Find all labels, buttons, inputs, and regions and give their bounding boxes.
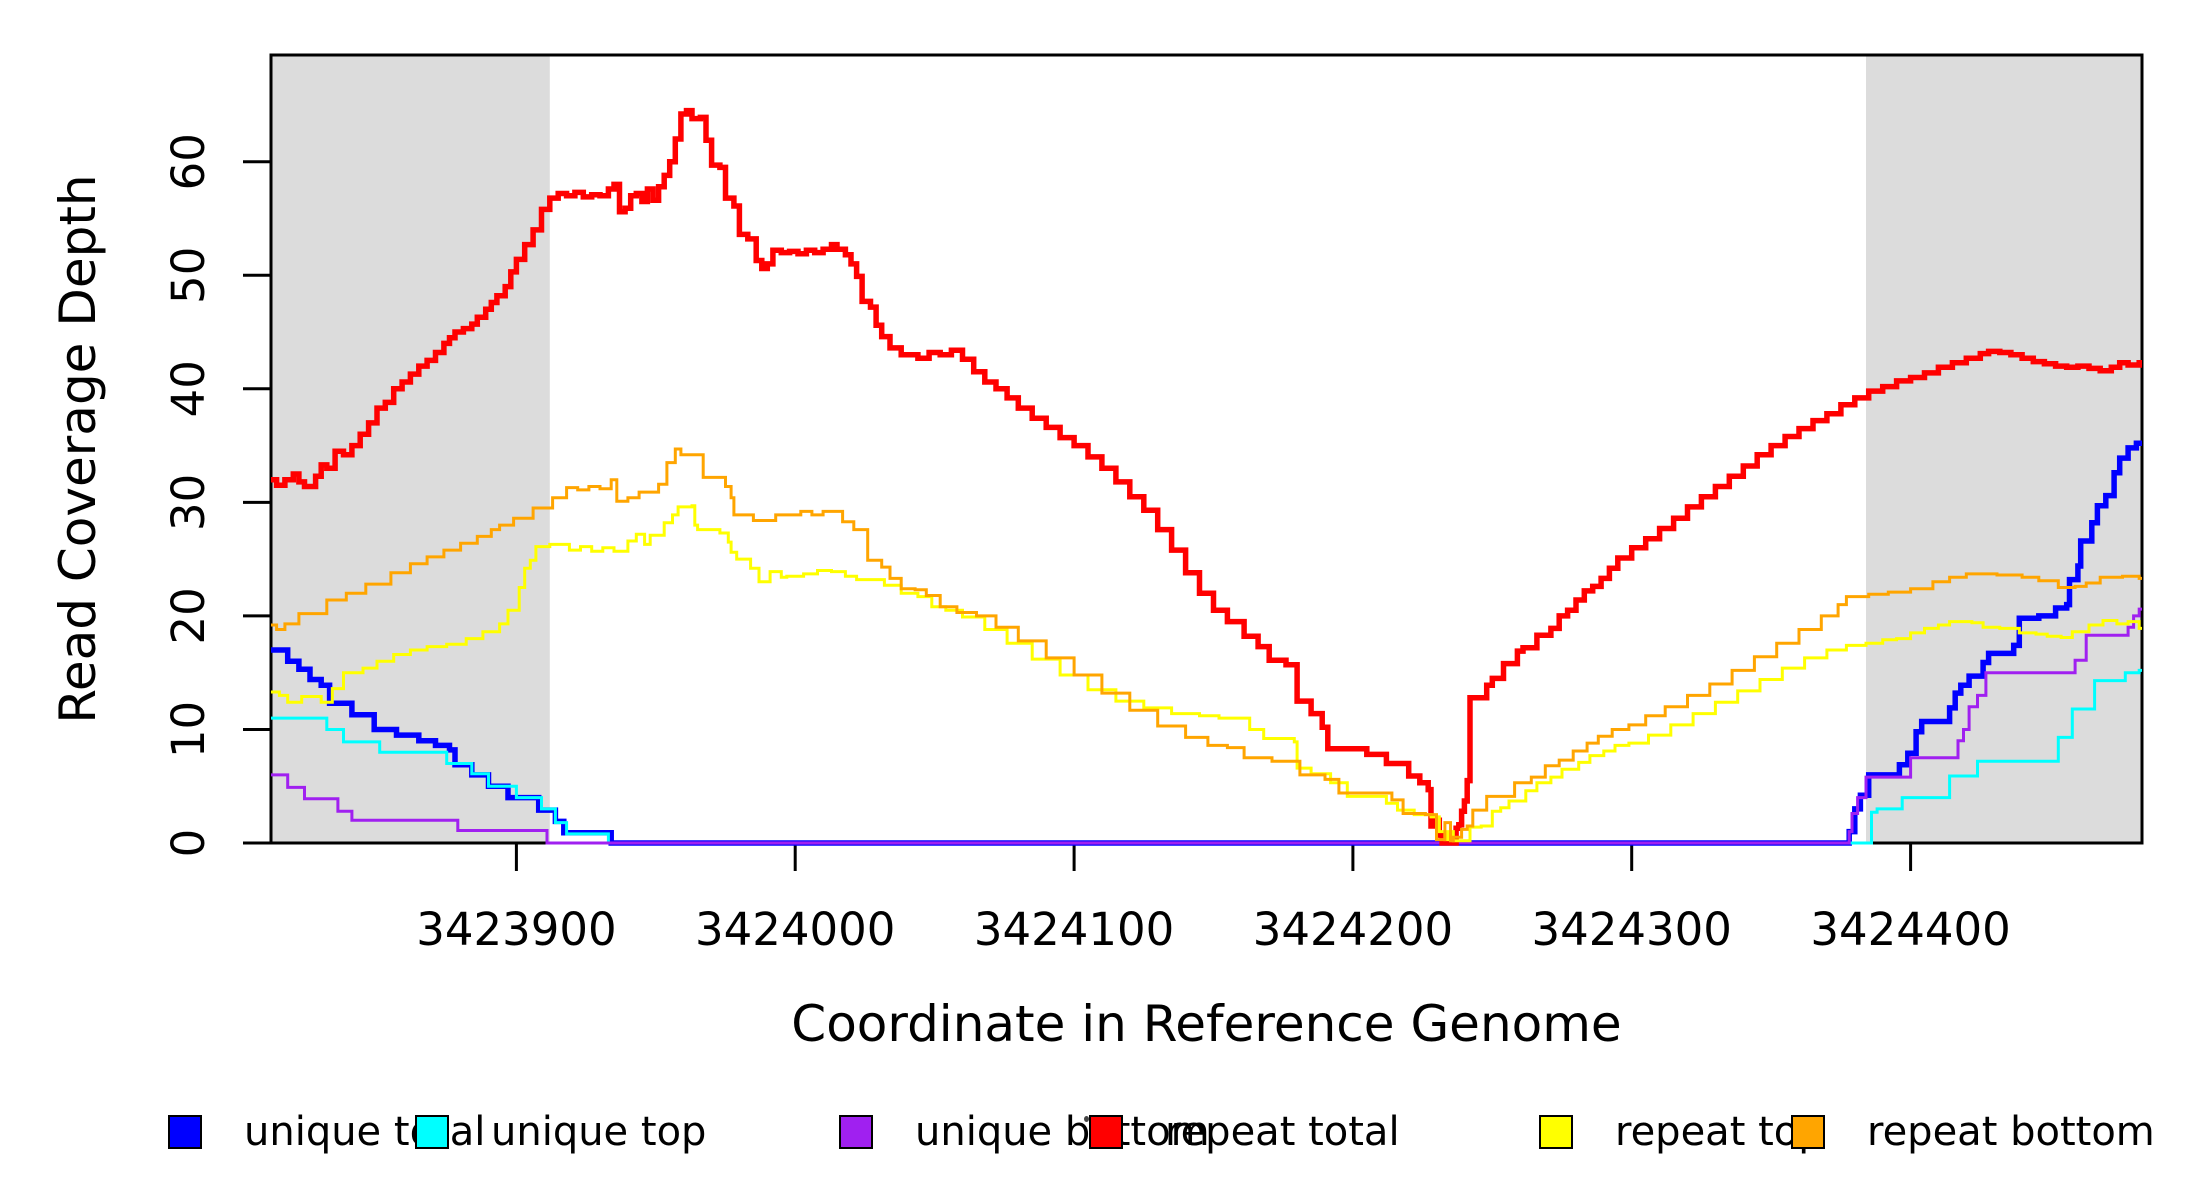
shaded-region (271, 55, 550, 843)
legend-item-unique-top: unique top (415, 1108, 706, 1156)
stray-speck (1084, 1116, 1089, 1122)
legend-swatch-icon (168, 1115, 202, 1149)
y-tick-label: 20 (162, 587, 215, 644)
x-tick-label: 3424100 (974, 903, 1174, 956)
x-tick-label: 3424000 (695, 903, 895, 956)
y-tick-label: 40 (162, 360, 215, 417)
legend-swatch-icon (1089, 1115, 1123, 1149)
legend-item-unique-bottom: unique bottom (839, 1108, 1210, 1156)
legend-label: unique bottom (915, 1109, 1210, 1155)
y-axis-title: Read Coverage Depth (49, 174, 107, 724)
legend: unique total unique top unique bottom repea… (0, 1108, 2200, 1168)
legend-label: repeat bottom (1867, 1109, 2155, 1155)
x-axis-title: Coordinate in Reference Genome (791, 995, 1622, 1053)
y-tick-label: 10 (162, 701, 215, 758)
legend-label: unique top (491, 1109, 707, 1155)
legend-swatch-icon (1791, 1115, 1825, 1149)
series-unique-top (271, 668, 2142, 845)
series-repeat-bottom (271, 447, 2142, 843)
x-tick-label: 3424300 (1531, 903, 1731, 956)
legend-label: repeat total (1165, 1109, 1400, 1155)
legend-label: repeat top (1615, 1109, 1824, 1155)
series-repeat-total (271, 107, 2142, 846)
legend-item-repeat-top: repeat top (1539, 1108, 1824, 1156)
legend-swatch-icon (839, 1115, 873, 1149)
y-tick-label: 30 (162, 474, 215, 531)
x-tick-label: 3424200 (1253, 903, 1453, 956)
series-unique-total (271, 440, 2142, 846)
y-tick-label: 0 (162, 829, 215, 858)
series-repeat-top (271, 504, 2142, 843)
legend-swatch-icon (1539, 1115, 1573, 1149)
legend-swatch-icon (415, 1115, 449, 1149)
y-tick-label: 60 (162, 133, 215, 190)
shaded-region (1866, 55, 2142, 843)
plot-border (269, 53, 2144, 845)
x-tick-label: 3424400 (1810, 903, 2010, 956)
legend-item-repeat-bottom: repeat bottom (1791, 1108, 2155, 1156)
x-tick-label: 3423900 (416, 903, 616, 956)
legend-item-repeat-total: repeat total (1089, 1108, 1400, 1156)
series-unique-bottom (271, 607, 2142, 845)
y-tick-label: 50 (162, 247, 215, 304)
